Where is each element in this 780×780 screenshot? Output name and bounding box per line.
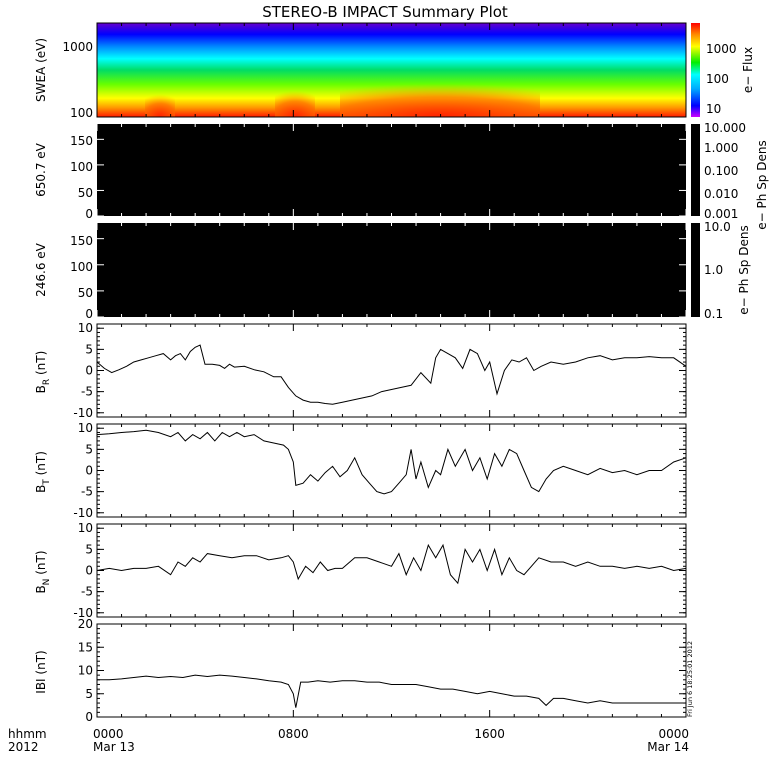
series-line	[96, 543, 687, 585]
ph246-panel: 246.6 eV 150 100 50 0 10.0 1.0 0.1 e− Ph…	[34, 220, 751, 321]
swea-ytick-label: 100	[70, 106, 93, 120]
bt-ylabel-unit: (nT)	[34, 451, 48, 479]
y-tick-label: -5	[81, 585, 93, 599]
y-tick-label: 0	[85, 710, 93, 724]
series-line	[97, 674, 686, 708]
ph246-ytick-label: 100	[70, 260, 93, 274]
x-date-label: Mar 14	[647, 740, 689, 754]
x-date-label: Mar 13	[93, 740, 135, 754]
ph650-ytick-label: 50	[78, 186, 93, 200]
bn-ylabel-unit: (nT)	[34, 550, 48, 578]
bmag-panel: IBI (nT) Fri Jun 6 18:25:01 2012	[34, 623, 694, 718]
xaxis-left-label: 2012	[8, 740, 39, 754]
xaxis-left-label: hhmm	[8, 727, 47, 741]
br-frame	[96, 323, 687, 418]
swea-cbar-tick-label: 1000	[706, 42, 737, 56]
series-line	[96, 429, 687, 495]
y-tick-label: 5	[85, 687, 93, 701]
br-ylabel-sub: R	[42, 379, 52, 385]
ph246-ytick-label: 50	[78, 286, 93, 300]
ph650-cbar-tick-label: 1.000	[704, 141, 738, 155]
y-tick-label: 10	[78, 321, 93, 335]
x-tick-label: 1600	[474, 727, 505, 741]
y-tick-label: -10	[73, 606, 93, 620]
bt-panel: BT (nT)	[34, 423, 687, 518]
y-tick-label: 0	[85, 464, 93, 478]
ph650-ytick-label: 0	[85, 207, 93, 221]
br-panel: BR (nT)	[34, 323, 687, 418]
bt-ylabel-sub: T	[42, 479, 52, 486]
swea-ylabel: SWEA (eV)	[34, 38, 48, 102]
y-tick-label: 15	[78, 640, 93, 654]
bt-ylabel: BT (nT)	[34, 451, 52, 493]
x-tick-label: 0800	[278, 727, 309, 741]
bn-panel: BN (nT)	[34, 523, 687, 618]
y-tick-label: 5	[85, 442, 93, 456]
swea-hot-region	[145, 92, 175, 117]
x-tick-label: 0000	[658, 727, 689, 741]
ph650-colorbar	[691, 124, 700, 216]
br-ylabel-unit: (nT)	[34, 351, 48, 379]
ph650-panel: 650.7 eV 150 100 50 0 10.000 1.000 0.100…	[34, 121, 769, 230]
swea-ytick-label: 1000	[62, 40, 93, 54]
br-ylabel: BR (nT)	[34, 351, 52, 394]
br-ylabel-main: B	[34, 385, 48, 393]
ph246-ytick-label: 150	[70, 234, 93, 248]
bn-frame	[96, 523, 687, 618]
ph650-cbar-label: e− Ph Sp Dens	[755, 140, 769, 229]
bmag-side-text: Fri Jun 6 18:25:01 2012	[686, 641, 694, 717]
swea-colorbar	[691, 23, 700, 117]
y-tick-label: 20	[78, 617, 93, 631]
x-tick-label: 0000	[93, 727, 124, 741]
y-tick-label: 5	[85, 542, 93, 556]
bt-ylabel-main: B	[34, 485, 48, 493]
ph650-cbar-tick-label: 0.001	[704, 207, 738, 221]
plot-title: STEREO-B IMPACT Summary Plot	[262, 3, 508, 21]
ph246-ylabel: 246.6 eV	[34, 242, 48, 297]
ph650-plot-area	[97, 124, 686, 216]
bn-ylabel-main: B	[34, 585, 48, 593]
y-tick-label: 10	[78, 664, 93, 678]
swea-hot-region	[340, 80, 540, 117]
y-tick-label: 0	[85, 564, 93, 578]
bn-ylabel-sub: N	[42, 579, 52, 586]
bmag-ylabel: IBI (nT)	[34, 650, 48, 693]
swea-cbar-tick-label: 10	[706, 102, 721, 116]
swea-hot-region	[275, 88, 315, 117]
y-tick-label: -5	[81, 385, 93, 399]
ph650-ytick-label: 100	[70, 160, 93, 174]
y-tick-label: -10	[73, 406, 93, 420]
bt-frame	[96, 423, 687, 518]
ph650-ylabel: 650.7 eV	[34, 142, 48, 197]
bn-ylabel: BN (nT)	[34, 550, 52, 593]
y-tick-label: -5	[81, 485, 93, 499]
ph246-cbar-tick-label: 10.0	[704, 220, 731, 234]
series-line	[96, 344, 687, 405]
ph246-ytick-label: 0	[85, 307, 93, 321]
y-tick-label: -10	[73, 506, 93, 520]
swea-cbar-label: e− Flux	[741, 47, 755, 93]
ph246-plot-area	[97, 223, 686, 317]
ph246-colorbar	[691, 223, 700, 317]
y-tick-label: 5	[85, 342, 93, 356]
ph650-ytick-label: 150	[70, 134, 93, 148]
ph246-cbar-label: e− Ph Sp Dens	[737, 225, 751, 314]
swea-panel: SWEA (eV) 1000 100 1000 100 10 e− Flux	[34, 22, 755, 120]
ph650-cbar-tick-label: 0.010	[704, 187, 738, 201]
y-tick-label: 10	[78, 521, 93, 535]
y-tick-label: 10	[78, 421, 93, 435]
y-tick-label: 0	[85, 364, 93, 378]
bmag-frame	[96, 623, 687, 718]
ph246-cbar-tick-label: 1.0	[704, 263, 723, 277]
ph246-cbar-tick-label: 0.1	[704, 307, 723, 321]
ph650-cbar-tick-label: 10.000	[704, 121, 746, 135]
swea-cbar-tick-label: 100	[706, 72, 729, 86]
ph650-cbar-tick-label: 0.100	[704, 164, 738, 178]
